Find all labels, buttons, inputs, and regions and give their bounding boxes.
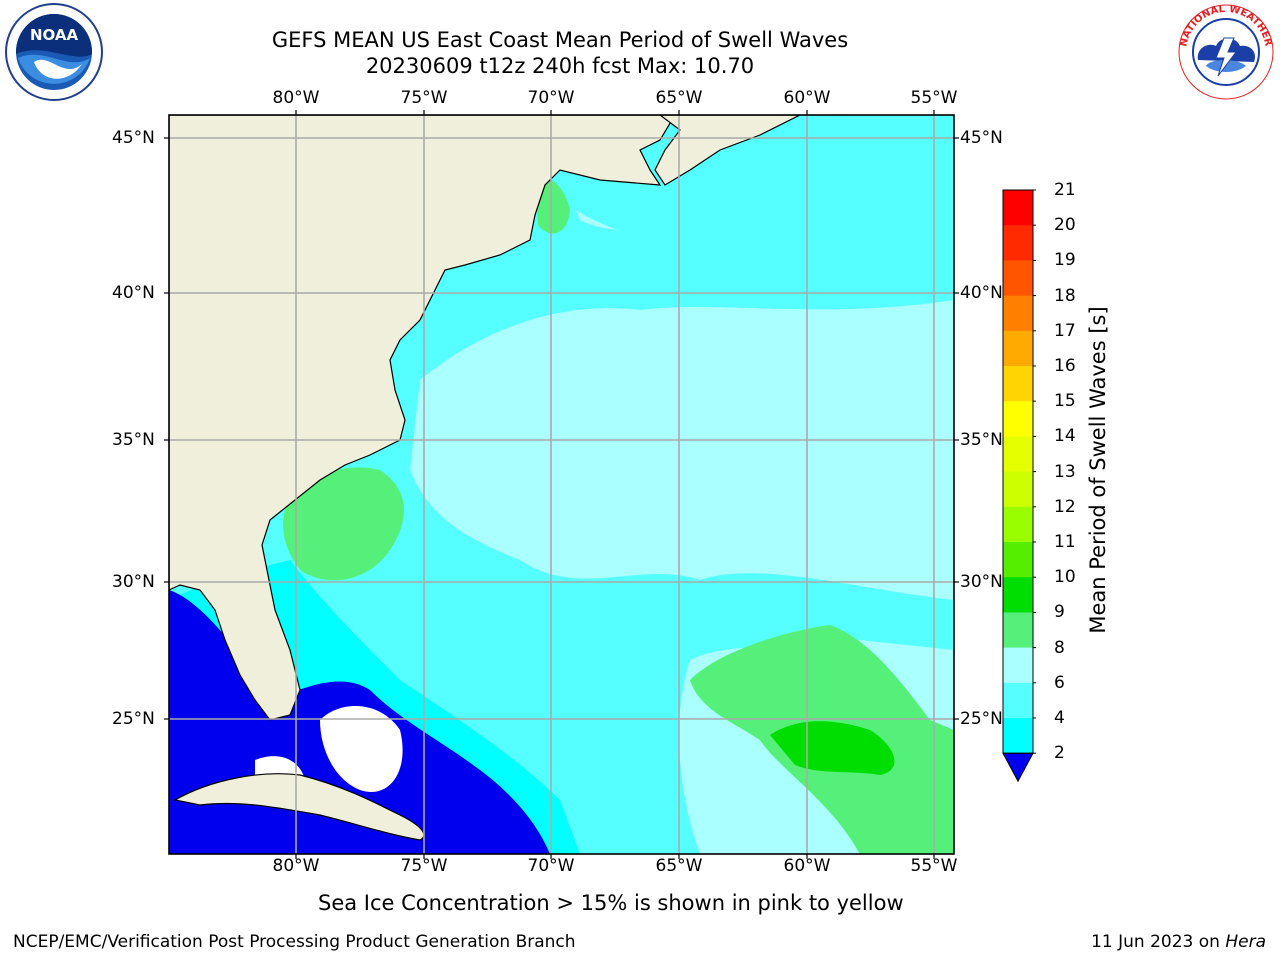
- lon-label-bottom: 70°W: [527, 856, 575, 876]
- colorbar-tick-label: 10: [1054, 567, 1076, 588]
- swell-band-8-9: [410, 300, 954, 600]
- colorbar-segment: [1003, 647, 1033, 684]
- colorbar-segment: [1003, 330, 1033, 367]
- axis-ticks: [164, 110, 959, 859]
- nws-logo: NATIONAL WEATHER SERVICE: [1172, 0, 1276, 102]
- swell-band-9-10: [283, 467, 404, 581]
- colorbar-tick-label: 14: [1054, 426, 1076, 447]
- colorbar-tick-label: 11: [1054, 532, 1076, 552]
- colorbar: [1002, 189, 1036, 783]
- lat-label-left: 35°N: [112, 430, 155, 450]
- lon-label-top: 65°W: [655, 88, 703, 108]
- footer-credit: NCEP/EMC/Verification Post Processing Pr…: [13, 932, 576, 952]
- lat-label-right: 30°N: [960, 572, 1003, 592]
- colorbar-segment: [1003, 542, 1033, 578]
- lon-label-bottom: 60°W: [783, 856, 831, 876]
- colorbar-tick-label: 18: [1054, 285, 1076, 306]
- colorbar-segment: [1003, 682, 1033, 719]
- footer-host: Hera: [1225, 932, 1266, 952]
- colorbar-segment: [1003, 366, 1033, 402]
- footer-date: 11 Jun 2023 on Hera: [1091, 932, 1266, 952]
- lon-label-top: 60°W: [783, 88, 831, 108]
- colorbar-segment: [1003, 225, 1033, 261]
- lat-label-left: 40°N: [112, 283, 155, 303]
- lon-label-top: 80°W: [272, 88, 320, 108]
- colorbar-segment: [1003, 190, 1033, 226]
- lat-label-right: 45°N: [960, 128, 1003, 148]
- lon-label-bottom: 80°W: [272, 856, 320, 876]
- svg-text:NOAA: NOAA: [30, 26, 79, 44]
- colorbar-tick-label: 17: [1054, 320, 1076, 341]
- footer-date-text: 11 Jun 2023 on: [1091, 932, 1226, 952]
- colorbar-segment: [1003, 436, 1033, 473]
- swell-band-10-11: [770, 721, 895, 775]
- white-patch: [320, 706, 403, 792]
- lat-label-right: 35°N: [960, 430, 1003, 450]
- colorbar-tick-label: 9: [1054, 602, 1065, 623]
- colorbar-segment: [1003, 401, 1033, 437]
- colorbar-tick-label: 2: [1054, 743, 1065, 764]
- swell-band-6-8: [560, 115, 954, 237]
- colorbar-tick-label: 16: [1054, 356, 1076, 376]
- sea-ice-note: Sea Ice Concentration > 15% is shown in …: [318, 891, 904, 915]
- swell-band-9-10: [535, 176, 570, 234]
- colorbar-segment: [1003, 295, 1033, 332]
- lat-label-left: 45°N: [112, 128, 155, 148]
- lon-label-bottom: 55°W: [910, 856, 958, 876]
- lat-label-left: 30°N: [112, 572, 155, 592]
- colorbar-segment: [1003, 577, 1033, 613]
- colorbar-segment: [1003, 718, 1033, 754]
- chart-subtitle: 20230609 t12z 240h fcst Max: 10.70: [365, 54, 755, 78]
- colorbar-tick-label: 21: [1054, 180, 1076, 200]
- lat-label-right: 25°N: [960, 709, 1003, 729]
- colorbar-tick-label: 8: [1054, 637, 1065, 658]
- colorbar-segment: [1003, 506, 1033, 543]
- colorbar-tick-label: 4: [1054, 708, 1065, 728]
- colorbar-tick-label: 12: [1054, 496, 1076, 517]
- lon-label-top: 75°W: [400, 88, 448, 108]
- graticule: [169, 115, 954, 854]
- land-cuba: [173, 773, 425, 841]
- map-frame: [168, 114, 955, 855]
- colorbar-tick-label: 19: [1054, 250, 1076, 271]
- colorbar-segment: [1003, 471, 1033, 508]
- colorbar-extend-arrow: [1002, 752, 1034, 783]
- colorbar-tick-label: 15: [1054, 391, 1076, 412]
- lon-label-bottom: 75°W: [400, 856, 448, 876]
- colorbar-title: Mean Period of Swell Waves [s]: [1086, 306, 1110, 634]
- lat-label-left: 25°N: [112, 709, 155, 729]
- colorbar-segment: [1003, 612, 1033, 649]
- land-nova-scotia: [654, 115, 801, 186]
- colorbar-tick-label: 6: [1054, 672, 1065, 693]
- colorbar-tick-label: 13: [1054, 461, 1076, 482]
- colorbar-segment: [1003, 260, 1033, 297]
- lon-label-bottom: 65°W: [655, 856, 703, 876]
- lat-label-right: 40°N: [960, 283, 1003, 303]
- lon-label-top: 55°W: [910, 88, 958, 108]
- lon-label-top: 70°W: [527, 88, 575, 108]
- noaa-logo: NOAA: [4, 2, 104, 102]
- chart-title: GEFS MEAN US East Coast Mean Period of S…: [271, 28, 849, 52]
- colorbar-tick-label: 20: [1054, 215, 1076, 236]
